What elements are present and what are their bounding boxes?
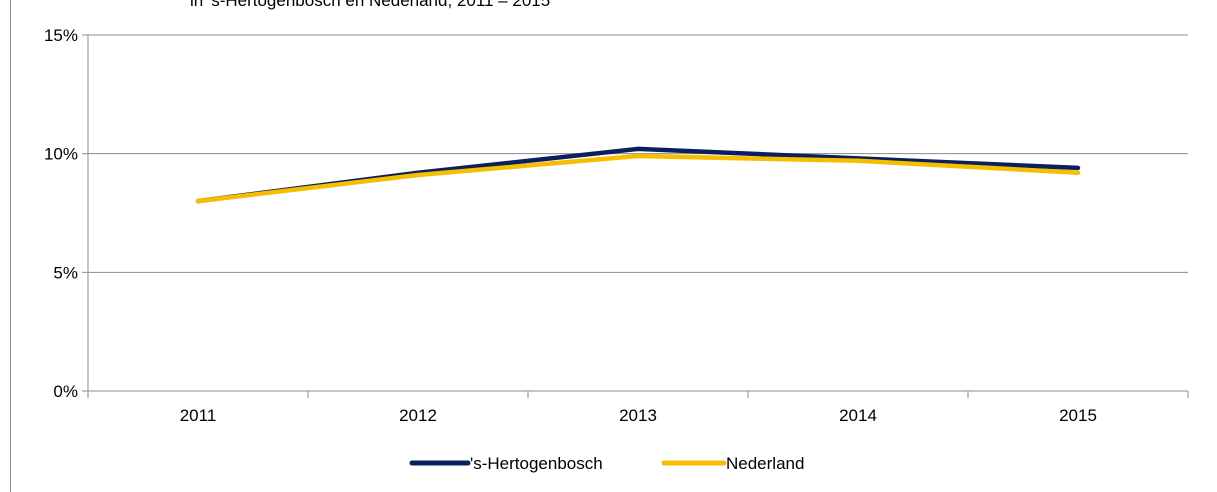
legend-label: 's-Hertogenbosch <box>470 454 603 473</box>
x-tick-label: 2014 <box>839 406 877 425</box>
y-tick-label: 5% <box>53 263 78 282</box>
x-tick-label: 2013 <box>619 406 657 425</box>
chart-title: in 's-Hertogenbosch en Nederland, 2011 –… <box>190 0 551 10</box>
x-tick-label: 2012 <box>399 406 437 425</box>
chart-frame <box>10 0 1217 492</box>
x-tick-label: 2011 <box>180 406 217 425</box>
x-tick-label: 2015 <box>1059 406 1097 425</box>
y-tick-label: 15% <box>44 26 78 45</box>
y-tick-label: 10% <box>44 145 78 164</box>
legend-label: Nederland <box>726 454 804 473</box>
y-tick-label: 0% <box>53 382 78 401</box>
